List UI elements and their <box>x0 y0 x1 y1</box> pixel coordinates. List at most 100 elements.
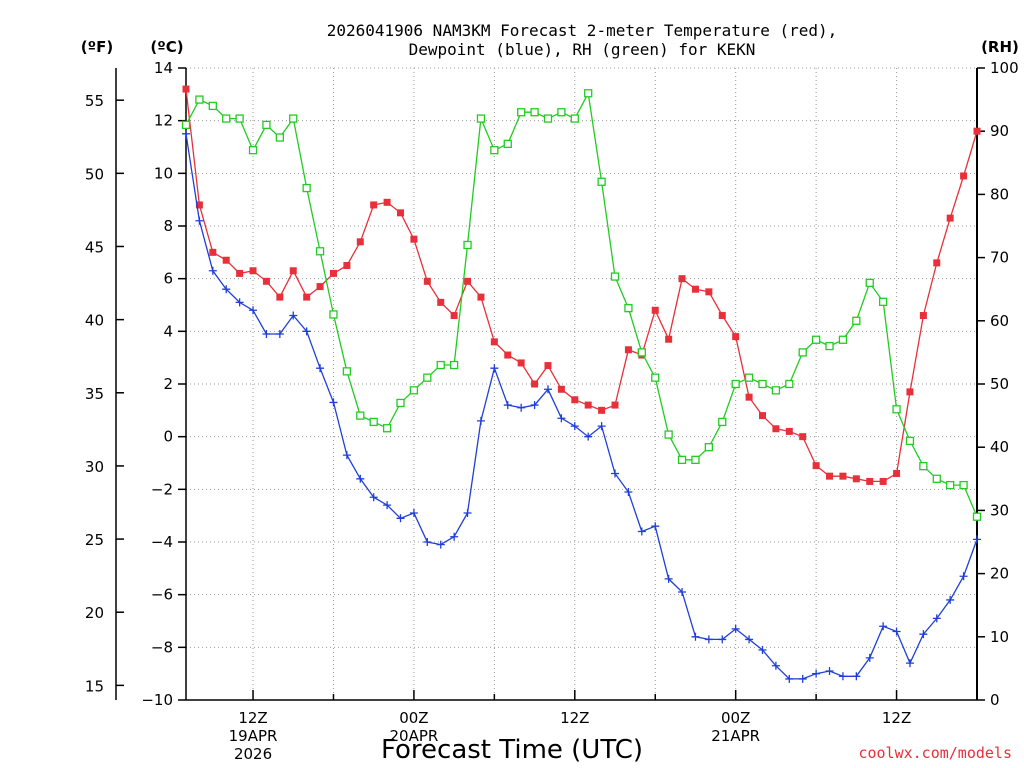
rh-point <box>382 424 392 433</box>
dewpoint-point <box>289 311 298 320</box>
dewpoint-point <box>785 674 794 683</box>
temperature-point <box>893 470 901 478</box>
rh-point <box>356 411 365 420</box>
rh-point <box>838 335 848 344</box>
temperature-point <box>705 288 713 296</box>
rh-point <box>262 120 271 130</box>
dewpoint-point <box>557 414 566 423</box>
rh-point <box>543 114 553 123</box>
rh-tick-label: 0 <box>990 691 1000 709</box>
dewpoint-point <box>476 416 485 425</box>
time-tick-date: 20APR <box>390 727 439 745</box>
temperature-point <box>826 472 834 480</box>
temperature-point <box>464 277 472 285</box>
temperature-point <box>370 201 378 209</box>
dewpoint-line <box>185 133 978 680</box>
temperature-point <box>651 306 659 314</box>
temperature-point <box>718 312 726 320</box>
temperature-point <box>732 333 740 341</box>
rh-point <box>892 405 901 414</box>
celsius-tick-label: −4 <box>151 533 173 551</box>
dewpoint-point <box>825 667 834 676</box>
dewpoint-point <box>704 635 713 644</box>
series-temperature <box>182 85 981 485</box>
dewpoint-point <box>463 509 472 518</box>
dewpoint-point <box>758 645 767 654</box>
rh-point <box>490 146 499 155</box>
x-axis-label: Forecast Time (UTC) <box>381 735 643 765</box>
dewpoint-point <box>879 622 888 631</box>
rh-point <box>449 360 459 370</box>
dewpoint-point <box>262 329 271 338</box>
rh-point <box>302 183 311 193</box>
rh-point <box>905 436 915 446</box>
fahrenheit-tick-label: 50 <box>85 165 104 183</box>
fahrenheit-tick-label: 25 <box>85 531 104 549</box>
temperature-point <box>758 412 766 420</box>
dewpoint-point <box>651 522 660 531</box>
fahrenheit-tick-label: 15 <box>85 677 104 695</box>
celsius-tick-label: 8 <box>163 217 173 235</box>
dewpoint-point <box>919 630 928 639</box>
rh-point <box>691 455 700 464</box>
rh-point <box>584 89 593 98</box>
rh-point <box>744 373 754 382</box>
rh-point <box>731 379 740 389</box>
rh-point <box>235 114 244 123</box>
celsius-tick-label: 10 <box>154 164 173 182</box>
grid-lines <box>186 67 977 700</box>
rh-point <box>369 417 378 427</box>
dewpoint-point <box>611 469 620 478</box>
rh-point <box>664 430 673 439</box>
temperature-point <box>611 401 619 409</box>
rh-point <box>919 462 928 471</box>
celsius-axis-unit: (ºC) <box>150 38 183 56</box>
rh-point <box>624 304 633 313</box>
rh-tick-label: 40 <box>990 438 1009 456</box>
dewpoint-point <box>342 451 351 460</box>
rh-tick-label: 50 <box>990 375 1009 393</box>
rh-point <box>557 108 566 117</box>
dewpoint-point <box>597 422 606 431</box>
temperature-point <box>276 293 284 301</box>
temperature-point <box>316 283 324 291</box>
rh-line <box>185 91 978 517</box>
rh-point <box>825 341 834 351</box>
temperature-point <box>450 312 458 320</box>
rh-tick-label: 30 <box>990 501 1009 519</box>
rh-point <box>758 379 767 389</box>
rh-point <box>972 512 982 521</box>
dewpoint-point <box>517 403 526 412</box>
temperature-point <box>799 433 807 441</box>
dewpoint-point <box>852 672 861 681</box>
fahrenheit-tick-label: 30 <box>85 458 104 476</box>
rh-point <box>798 348 807 357</box>
chart-title-line-2: Dewpoint (blue), RH (green) for KEKN <box>409 40 756 59</box>
dewpoint-point <box>771 661 780 670</box>
dewpoint-point <box>503 401 512 410</box>
dewpoint-point <box>745 635 754 644</box>
temperature-point <box>571 396 579 404</box>
temperature-point <box>973 127 981 135</box>
temperature-point <box>531 380 539 388</box>
temperature-point <box>490 338 498 346</box>
rh-point <box>463 240 472 250</box>
time-tick-label: 12Z <box>560 709 589 727</box>
temperature-point <box>437 298 445 306</box>
dewpoint-point <box>450 532 459 541</box>
temperature-point <box>691 285 699 293</box>
temperature-point <box>195 201 203 209</box>
dewpoint-point <box>570 422 579 431</box>
temperature-point <box>477 293 485 301</box>
temperature-point <box>557 385 565 393</box>
fahrenheit-axis-unit: (ºF) <box>81 38 113 56</box>
dewpoint-point <box>383 501 392 510</box>
rh-point <box>396 398 405 408</box>
dewpoint-point <box>584 432 593 441</box>
rh-point <box>718 417 727 427</box>
time-tick-date: 19APR <box>229 727 278 745</box>
dewpoint-point <box>423 538 432 546</box>
rh-point <box>342 367 352 376</box>
celsius-tick-label: 12 <box>154 112 173 130</box>
dewpoint-point <box>329 398 338 407</box>
